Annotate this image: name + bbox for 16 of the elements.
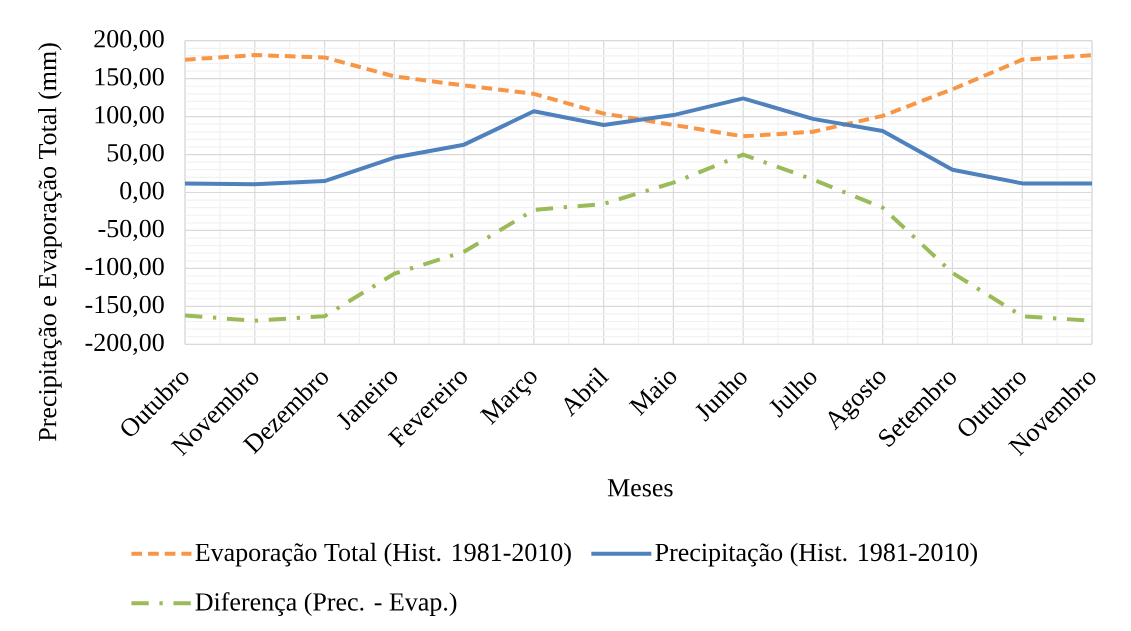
y-tick-label: -50,00 — [98, 219, 164, 242]
y-tick-label: 200,00 — [94, 30, 164, 52]
x-axis-title: Meses — [607, 479, 673, 497]
legend-label: Evaporação Total (Hist. 1981-2010) — [195, 542, 571, 567]
line-series — [185, 96, 1092, 187]
legend-label: Diferença (Prec. - Evap.) — [195, 592, 457, 616]
y-axis-title: Precipitação e Evaporação Total (mm) — [38, 43, 62, 441]
y-tick-label: 50,00 — [107, 143, 164, 166]
y-tick-label: -150,00 — [85, 295, 164, 317]
line-series — [185, 53, 1092, 139]
y-tick-label: -100,00 — [85, 257, 164, 280]
y-tick-label: 150,00 — [95, 68, 164, 90]
y-tick-label: -200,00 — [85, 333, 164, 355]
y-tick-label: 0,00 — [120, 181, 164, 204]
legend-label: Precipitação (Hist. 1981-2010) — [655, 542, 977, 567]
y-tick-label: 100,00 — [95, 105, 164, 128]
